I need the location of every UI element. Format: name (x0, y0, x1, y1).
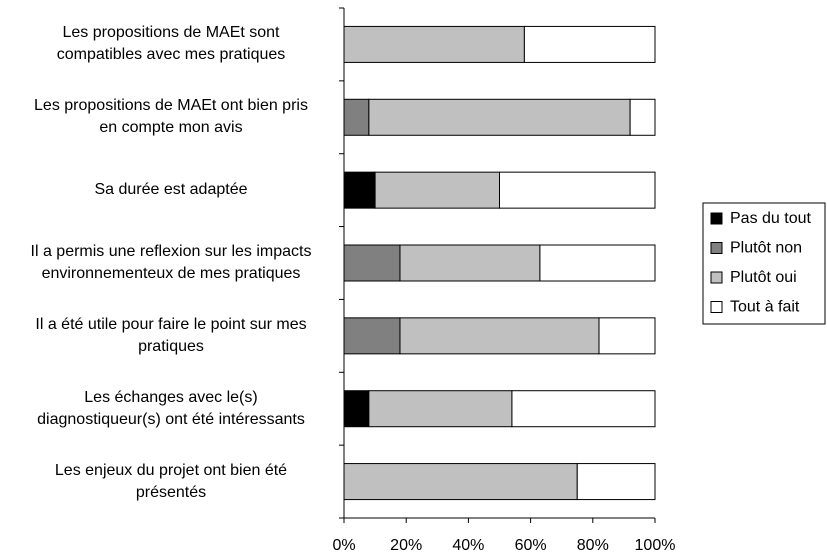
category-label: Les propositions de MAEt ont bien pris e… (34, 97, 308, 137)
legend-swatch (710, 271, 723, 284)
bar-segment (343, 244, 401, 282)
x-tick-label: 100% (635, 537, 676, 554)
legend-label: Pas du tout (730, 210, 812, 227)
bar-segment (576, 463, 656, 501)
bar-segment (343, 171, 376, 209)
category-label: Il a été utile pour faire le point sur m… (35, 315, 307, 355)
bar-segment (629, 98, 656, 136)
bar-segment (598, 317, 656, 355)
legend-label: Plutôt oui (730, 269, 797, 286)
bar-segment (343, 25, 525, 63)
category-label: Il a permis une reflexion sur les impact… (30, 243, 312, 282)
bar-segment (399, 244, 541, 282)
legend-box (702, 202, 826, 325)
bar-segment (368, 390, 513, 428)
legend-swatch (710, 301, 723, 313)
legend-swatch (710, 212, 723, 225)
bar-segment (499, 171, 656, 209)
x-tick-label: 60% (515, 537, 547, 554)
category-label: Les propositions de MAEt sont compatible… (56, 24, 286, 64)
category-label: Sa durée est adaptée (94, 181, 248, 199)
bar-segment (374, 171, 501, 209)
category-label: Les échanges avec le(s) diagnostiqueur(s… (37, 388, 305, 428)
bar-segment (511, 390, 656, 428)
legend-label: Tout à fait (730, 299, 800, 316)
legend-label: Plutôt non (730, 240, 802, 257)
legend-swatch (710, 242, 723, 254)
x-tick-label: 20% (390, 537, 422, 554)
bar-segment (343, 463, 578, 501)
x-tick-label: 40% (452, 537, 484, 554)
bar-segment (343, 317, 401, 355)
bar-segment (539, 244, 656, 282)
x-tick-label: 80% (577, 537, 609, 554)
bar-segment (368, 98, 631, 136)
bar-segment (523, 25, 656, 63)
category-label: Les enjeux du projet ont bien été présen… (54, 461, 288, 501)
bar-segment (343, 390, 370, 428)
bar-segment (399, 317, 600, 355)
x-tick-label: 0% (332, 537, 355, 554)
bar-segment (343, 98, 370, 136)
